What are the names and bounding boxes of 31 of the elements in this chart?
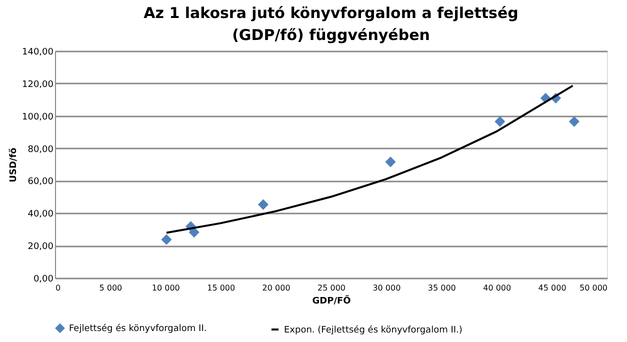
- x-tick-label: 30 000: [372, 284, 401, 292]
- x-axis-title: GDP/FŐ: [312, 294, 352, 306]
- line-series: [166, 84, 574, 234]
- y-tick-label: 100,00: [22, 112, 54, 122]
- legend-label: Expon. (Fejlettség és könyvforgalom II.): [284, 324, 462, 336]
- y-tick-label: 120,00: [22, 80, 54, 90]
- y-tick-label: 60,00: [28, 177, 54, 188]
- y-tick-label: 80,00: [28, 144, 54, 155]
- x-tick-label: 5 000: [99, 284, 122, 292]
- x-tick-label: 20 000: [262, 284, 290, 292]
- point: [258, 200, 268, 210]
- x-tick-label: 15 000: [207, 284, 236, 292]
- point: [495, 116, 505, 126]
- y-axis-title: USD/fő: [8, 148, 20, 182]
- point: [162, 234, 172, 244]
- x-tick-label: 40 000: [483, 284, 512, 292]
- x-tick-label: 25 000: [318, 284, 346, 292]
- y-tick-label: 140,00: [22, 48, 54, 58]
- x-tick-label: 45 000: [538, 284, 566, 292]
- point: [386, 157, 396, 167]
- x-tick-label: 35 000: [428, 284, 456, 292]
- y-tick-label: 40,00: [28, 210, 54, 220]
- x-tick-label: 0: [56, 284, 61, 292]
- chart-title: Az 1 lakosra jutó könyvforgalom a fejlettség (GDP/fő) függvényében: [144, 4, 518, 44]
- x-tick-label: 10 000: [152, 284, 180, 292]
- point: [569, 116, 580, 126]
- y-tick-label: 20,00: [28, 242, 54, 252]
- point: [189, 227, 199, 238]
- x-tick-label: 50 000: [580, 284, 608, 292]
- legend-label: Fejlettség és könyvforgalom II.: [69, 323, 207, 334]
- y-tick-label: 0,00: [33, 274, 54, 284]
